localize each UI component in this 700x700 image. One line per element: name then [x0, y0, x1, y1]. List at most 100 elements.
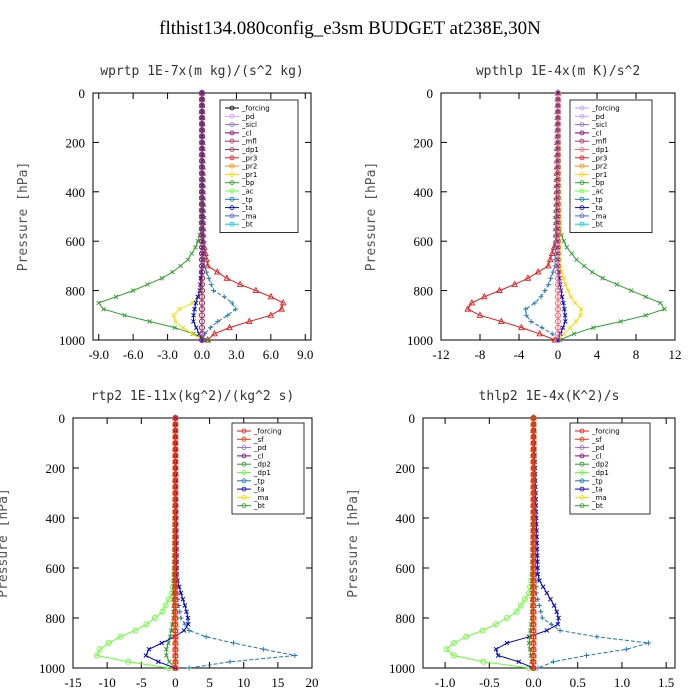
- panel-2-xtick-label: -8: [475, 347, 486, 362]
- panel-1-legend-marker: [229, 122, 235, 127]
- panel-2-series-pr3-point: [524, 274, 532, 281]
- panel-1-ytick-label: 0: [79, 86, 86, 101]
- panel-3-series-dp1-point: [165, 596, 172, 603]
- panel-1-series-dp1-point: [199, 201, 205, 208]
- panel-1-xtick-label: -3.0: [157, 347, 178, 362]
- panel-1-series-dp1-point: [199, 232, 205, 238]
- panel-1-ytick-label: 1000: [59, 333, 85, 348]
- panel-3-series-sf-point: [172, 445, 179, 452]
- panel-2-series-pr3-point: [511, 280, 519, 287]
- panel-3-legend-marker: [241, 494, 247, 500]
- panel-2-series-dp1-point: [555, 318, 561, 325]
- panel-1-series-dp1-point: [199, 324, 205, 331]
- panel-1-series-bp-point: [189, 251, 194, 256]
- panel-2-title: wpthlp 1E-4x(m K)/s^2: [476, 64, 640, 79]
- panel-1-series-dp1-point: [199, 108, 205, 115]
- panel-3-legend-label: _ta: [253, 486, 265, 494]
- panel-3-series-dp2-point: [164, 646, 169, 652]
- panel-1-series-dp1-point: [199, 195, 205, 201]
- panel-4-series-sf-point: [530, 507, 537, 515]
- panel-2-series-pr1-point: [561, 275, 566, 281]
- panel-3-xtick-label: -5: [136, 675, 147, 690]
- panel-1-xtick-label: 9.0: [297, 347, 313, 362]
- panel-3-series-sf-point: [172, 464, 179, 471]
- panel-4-series-sf-point: [530, 664, 537, 671]
- panel-3-legend-marker: [241, 453, 247, 459]
- panel-2-series-bp-point: [569, 251, 574, 256]
- panel-3-legend-marker: [241, 503, 247, 509]
- panel-4-series-sf-point: [530, 464, 537, 471]
- panel-2-series-pr3-point: [468, 298, 476, 306]
- panel-4-series-sf-point: [530, 520, 537, 527]
- panel-4-legend-marker: [579, 503, 585, 509]
- panel-2-series-dp1-point: [555, 151, 561, 158]
- panel-2-series-pr1-point: [563, 282, 568, 287]
- panel-4-series-ta-line: [495, 417, 560, 669]
- panel-2-legend-label: _tp: [591, 196, 603, 204]
- panel-2-xtick-label: -4: [514, 347, 525, 362]
- panel-3-series-dp1-point: [125, 658, 132, 665]
- panel-1-series-bp-line: [97, 92, 208, 341]
- panel-2-legend-marker: [579, 163, 585, 169]
- panel-3-series-sf-point: [172, 545, 179, 552]
- panel-2-series-dp1-point: [555, 324, 561, 331]
- panel-2-series-dp1-point: [555, 176, 561, 183]
- panel-2-series-pr3-point: [496, 286, 503, 294]
- panel-4-series-sf-point: [530, 539, 537, 546]
- panel-1-legend-label: _pr3: [241, 154, 257, 162]
- panel-4-xtick-label: 1.0: [614, 675, 630, 690]
- panel-2-series-pr3-point: [480, 292, 488, 300]
- panel-1-series-pr3-point: [245, 317, 253, 324]
- panel-4-ytick-label: 800: [396, 611, 416, 626]
- panel-3-series-dp2-point: [168, 628, 174, 633]
- panel-2-series-dp1-point: [555, 201, 561, 208]
- panel-2-legend-label: _mfl: [591, 138, 607, 146]
- panel-4-series-tp-point: [645, 640, 651, 646]
- panel-1-series-pr3-point: [226, 323, 233, 331]
- panel-3-series-dp2-point: [167, 659, 172, 665]
- panel-4-series-sf-point: [530, 607, 537, 615]
- panel-3-series-sf-point: [172, 495, 179, 502]
- panel-4-series-tp-point: [584, 653, 590, 658]
- panel-2-xtick-label: 0: [555, 347, 562, 362]
- panel-4-series-sf-point: [530, 526, 537, 533]
- panel-1-legend-marker: [229, 138, 235, 144]
- panel-2-legend-label: _bt: [591, 221, 603, 229]
- panel-2-legend-marker: [579, 105, 585, 111]
- panel-4-legend-label: _forcing: [591, 428, 620, 436]
- panel-1-series-bp-point: [101, 306, 106, 312]
- panel-3-legend-marker: [241, 461, 247, 467]
- panel-2-legend-marker: [579, 122, 585, 127]
- panel-3-series-ta-line: [145, 417, 189, 669]
- panel-4-series-sf-point: [530, 420, 537, 427]
- panel-4-series-sf-point: [530, 551, 537, 558]
- panel-2-ytick-label: 1000: [407, 333, 433, 348]
- panel-2-series-dp1-point: [555, 269, 561, 276]
- panel-2-series-tp-point: [549, 331, 555, 337]
- panel-1-series-ta-point: [191, 312, 196, 318]
- panel-4-series-dp1-point: [513, 608, 520, 615]
- panel-2-legend-marker: [579, 188, 585, 194]
- panel-2-legend-marker: [579, 221, 585, 227]
- panel-3-series-dp2-point: [166, 640, 171, 646]
- panel-4-frame: [422, 417, 676, 669]
- panel-3-ytick-label: 400: [46, 511, 66, 526]
- panel-1-series-dp1-point: [199, 244, 205, 251]
- panel-2-ytick-label: 600: [414, 234, 434, 249]
- panel-1-legend-label: _ma: [241, 212, 257, 220]
- panel-2-series-dp1-point: [555, 133, 561, 140]
- panel-3-series-tp-point: [182, 621, 188, 627]
- panel-3-series-sf-point: [172, 539, 179, 546]
- panel-3-series-dp1-point: [143, 621, 150, 628]
- panel-1-legend-marker: [229, 196, 235, 202]
- panel-3-legend-marker: [241, 436, 247, 442]
- panel-2-legend-label: _sicl: [591, 121, 607, 129]
- panel-3-legend-marker: [241, 486, 247, 492]
- panel-3-series-sf-point: [172, 426, 179, 433]
- panel-2-series-bp-point: [581, 263, 587, 269]
- panel-3-series-dp1-point: [96, 646, 103, 653]
- panel-3-series-tp-point: [186, 665, 192, 671]
- panel-4-series-dp1-point: [527, 583, 534, 590]
- panel-1-series-bp-point: [185, 257, 191, 263]
- panel-2-series-bp-point: [658, 300, 663, 306]
